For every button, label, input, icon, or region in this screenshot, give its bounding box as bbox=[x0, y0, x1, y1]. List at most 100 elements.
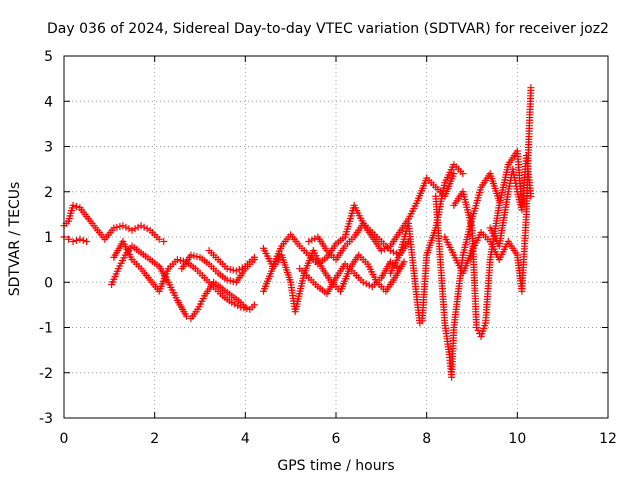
series-track-10 bbox=[305, 170, 458, 264]
data-point bbox=[79, 236, 87, 244]
series-track-7 bbox=[259, 247, 408, 316]
series-track-3 bbox=[108, 242, 249, 322]
y-tick-label: 2 bbox=[44, 185, 53, 201]
data-point bbox=[72, 202, 80, 210]
data-point bbox=[250, 301, 258, 309]
data-point bbox=[190, 252, 198, 260]
data-point bbox=[359, 278, 367, 286]
data-point bbox=[193, 253, 201, 261]
data-point bbox=[377, 247, 385, 255]
data-point bbox=[223, 276, 231, 284]
data-point bbox=[365, 281, 373, 289]
x-tick-label: 6 bbox=[332, 431, 341, 447]
series-track-13 bbox=[450, 147, 526, 341]
data-point bbox=[395, 265, 403, 273]
series-track-4 bbox=[110, 238, 258, 313]
data-point bbox=[223, 265, 231, 273]
x-tick-label: 12 bbox=[599, 431, 617, 447]
data-point bbox=[392, 250, 400, 258]
data-point bbox=[182, 312, 190, 320]
data-point bbox=[380, 245, 388, 253]
series-track-2 bbox=[60, 233, 91, 246]
data-point bbox=[131, 225, 139, 233]
data-point bbox=[134, 223, 142, 231]
x-tick-label: 4 bbox=[241, 431, 250, 447]
data-point bbox=[240, 304, 248, 312]
axis-ticks bbox=[63, 55, 609, 419]
data-point bbox=[238, 264, 246, 272]
data-point bbox=[400, 258, 408, 266]
data-point bbox=[527, 84, 535, 92]
y-tick-label: 0 bbox=[44, 275, 53, 291]
data-point bbox=[155, 235, 163, 243]
data-point bbox=[383, 244, 391, 252]
data-point bbox=[311, 235, 319, 243]
data-point bbox=[231, 300, 239, 308]
series-track-15 bbox=[486, 152, 535, 250]
data-point bbox=[113, 223, 121, 231]
y-tick-label: 4 bbox=[44, 94, 53, 110]
data-point bbox=[72, 236, 80, 244]
data-point bbox=[119, 222, 127, 230]
data-point bbox=[176, 256, 184, 264]
y-tick-labels: -3 -2 -1 0 1 2 3 4 5 bbox=[39, 49, 53, 427]
chart-title: Day 036 of 2024, Sidereal Day-to-day VTE… bbox=[47, 21, 609, 37]
data-point bbox=[83, 238, 91, 246]
data-point bbox=[305, 238, 313, 246]
data-point bbox=[362, 280, 370, 288]
data-point bbox=[226, 265, 234, 273]
y-axis-label: SDTVAR / TECUs bbox=[7, 182, 23, 297]
data-point bbox=[65, 235, 73, 243]
data-point bbox=[229, 277, 237, 285]
y-tick-label: -3 bbox=[39, 411, 53, 427]
y-tick-label: 5 bbox=[44, 49, 53, 65]
data-point bbox=[226, 277, 234, 285]
data-point bbox=[237, 303, 245, 311]
data-point bbox=[450, 170, 458, 178]
data-point bbox=[69, 238, 77, 246]
data-point bbox=[250, 253, 258, 261]
data-point bbox=[459, 170, 467, 178]
y-tick-label: 1 bbox=[44, 230, 53, 246]
y-tick-label: -2 bbox=[39, 366, 53, 382]
series-track-6 bbox=[205, 247, 258, 275]
x-tick-label: 8 bbox=[422, 431, 431, 447]
data-point bbox=[232, 267, 240, 275]
series-track-12 bbox=[432, 170, 503, 381]
data-marks bbox=[60, 84, 535, 381]
data-point bbox=[243, 305, 251, 313]
data-point bbox=[228, 299, 236, 307]
data-point bbox=[140, 223, 148, 231]
data-point bbox=[173, 256, 181, 264]
data-point bbox=[229, 266, 237, 274]
data-point bbox=[137, 222, 145, 230]
data-point bbox=[474, 327, 482, 335]
data-point bbox=[389, 248, 397, 256]
data-point bbox=[69, 201, 77, 209]
data-point bbox=[128, 226, 136, 234]
x-axis-label: GPS time / hours bbox=[277, 458, 394, 474]
data-point bbox=[116, 222, 124, 230]
data-point bbox=[143, 225, 151, 233]
x-tick-label: 2 bbox=[150, 431, 159, 447]
x-tick-label: 10 bbox=[508, 431, 526, 447]
data-point bbox=[76, 235, 84, 243]
data-point bbox=[122, 223, 130, 231]
data-point bbox=[160, 238, 168, 246]
plot-frame bbox=[63, 55, 609, 419]
series-track-9 bbox=[296, 258, 403, 298]
data-point bbox=[110, 224, 118, 232]
x-tick-label: 0 bbox=[60, 431, 69, 447]
grid-lines bbox=[64, 56, 608, 418]
data-point bbox=[234, 302, 242, 310]
y-tick-label: 3 bbox=[44, 140, 53, 156]
x-tick-labels: 0 2 4 6 8 10 12 bbox=[60, 431, 617, 447]
data-point bbox=[235, 265, 243, 273]
data-point bbox=[527, 192, 535, 200]
data-point bbox=[187, 251, 195, 259]
data-point bbox=[125, 225, 133, 233]
data-point bbox=[473, 324, 481, 331]
y-tick-label: -1 bbox=[39, 321, 53, 337]
data-point bbox=[308, 236, 316, 244]
